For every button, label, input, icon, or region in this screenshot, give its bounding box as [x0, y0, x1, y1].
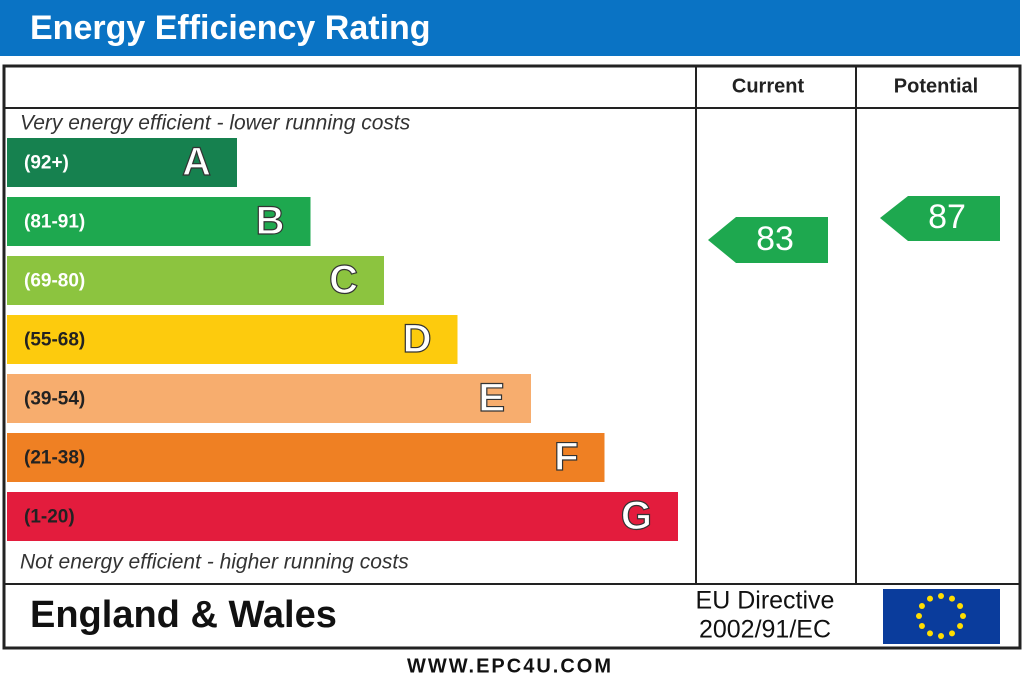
potential-rating: 87 [928, 198, 966, 236]
potential-header: Potential [894, 75, 978, 97]
band [7, 374, 531, 423]
eu-star [949, 595, 955, 602]
eu-star [957, 623, 964, 629]
band [7, 197, 311, 246]
title: Energy Efficiency Rating [30, 9, 431, 47]
band-letter: C [329, 258, 358, 302]
eu-star [927, 630, 933, 637]
eu-star [949, 630, 955, 637]
eu-stars [916, 593, 966, 639]
band-letter: F [554, 435, 578, 479]
band [7, 492, 678, 541]
band-letter: D [403, 317, 432, 361]
current-arrow [708, 217, 828, 263]
bottom-note: Not energy efficient - higher running co… [20, 551, 409, 574]
directive-line2: 2002/91/EC [699, 616, 831, 644]
eu-star [938, 633, 944, 639]
band-range: (1-20) [24, 507, 75, 528]
current-header: Current [732, 75, 805, 97]
band-range: (55-68) [24, 330, 85, 351]
potential-arrow [880, 196, 1000, 241]
band-range: (69-80) [24, 271, 85, 292]
band [7, 315, 458, 364]
band [7, 256, 384, 305]
eu-star [927, 595, 933, 602]
eu-star [938, 593, 944, 599]
band [7, 433, 605, 482]
eu-star [916, 613, 922, 619]
eu-star [960, 613, 966, 619]
band-letter: G [621, 494, 652, 538]
band-range: (81-91) [24, 212, 85, 233]
band-range: (92+) [24, 153, 69, 174]
band-letter: B [256, 199, 285, 243]
band-range: (39-54) [24, 389, 85, 410]
band-letter: A [182, 140, 211, 184]
website: WWW.EPC4U.COM [407, 655, 613, 677]
region: England & Wales [30, 594, 337, 636]
eu-star [957, 603, 964, 609]
directive-line1: EU Directive [696, 587, 835, 615]
title-bar [0, 0, 1020, 56]
current-rating: 83 [756, 220, 794, 258]
eu-star [918, 603, 925, 609]
band-range: (21-38) [24, 448, 85, 469]
bands: (92+) A (81-91) B (69-80) C (55-68) D (39-54) E (2… [7, 138, 678, 541]
frame [2, 64, 1022, 650]
band-letter: E [478, 376, 505, 420]
band [7, 138, 237, 187]
eu-star [918, 623, 925, 629]
top-note: Very energy efficient - lower running co… [20, 112, 411, 135]
